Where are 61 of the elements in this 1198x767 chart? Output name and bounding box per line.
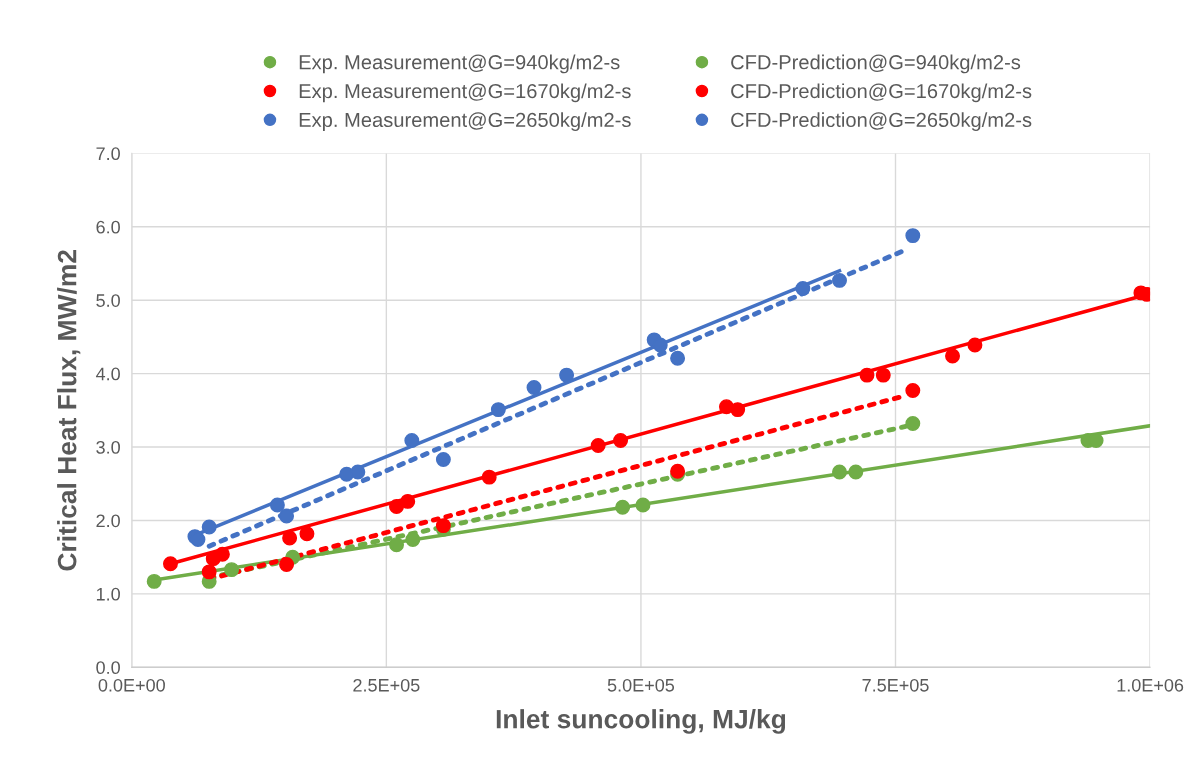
point [945,348,960,364]
x-tick-label: 2.5E+05 [353,678,420,692]
y-tick-label: 3.0 [96,440,120,454]
point [282,530,298,546]
point [299,526,315,542]
y-tick-label: 4.0 [95,367,120,381]
point [832,272,847,288]
point [730,402,746,418]
point [859,367,875,383]
point [279,557,295,572]
x-axis-title: Inlet suncooling, MJ/kg [496,709,786,734]
point [405,532,421,548]
point [389,537,405,553]
y-tick-label: 5.0 [96,294,120,307]
point [652,337,668,353]
y-tick-label: 1.0 [96,587,120,601]
point [163,556,178,572]
point [389,499,405,514]
point [279,508,295,524]
point [400,493,416,509]
legend-label: Exp. Measurement@G=1670kg/m2-s [299,83,631,103]
point [848,464,864,480]
point [224,562,240,578]
point [559,367,575,383]
y-axis-title: Critical Heat Flux, MW/m2 [57,250,81,571]
point [435,452,451,467]
point [615,499,631,515]
point [670,350,686,366]
point [795,281,811,296]
legend-label: Exp. Measurement@G=940kg/m2-s [299,54,620,74]
point [635,497,651,513]
point [905,228,921,244]
y-tick-label: 2.0 [96,514,120,528]
x-tick-label: 0.0E+00 [98,678,165,692]
point [905,383,921,398]
point [201,519,217,535]
point [214,546,230,562]
legend-label: CFD-Prediction@G=2650kg/m2-s [731,112,1032,132]
y-tick-label: 6.0 [96,220,120,234]
y-tick-label: 0.0 [96,661,120,675]
point [875,367,891,383]
legend-label: CFD-Prediction@G=1670kg/m2-s [731,83,1032,103]
point [481,469,497,485]
x-tick-label: 5.0E+05 [607,678,675,692]
legend-label: CFD-Prediction@G=940kg/m2-s [731,54,1021,74]
point [350,464,366,480]
point [201,564,217,580]
x-tick-label: 1.0E+06 [1117,678,1184,692]
legend-label: Exp. Measurement@G=2650kg/m2-s [299,112,631,132]
point [832,464,847,480]
point [404,432,420,448]
point [613,432,629,448]
point [590,438,606,454]
x-tick-label: 7.5E+05 [862,678,929,692]
point [146,573,162,589]
point [526,380,542,396]
y-tick-label: 7.0 [96,147,120,161]
point [905,416,921,432]
point [490,402,506,418]
point [269,497,285,513]
point [967,337,983,353]
